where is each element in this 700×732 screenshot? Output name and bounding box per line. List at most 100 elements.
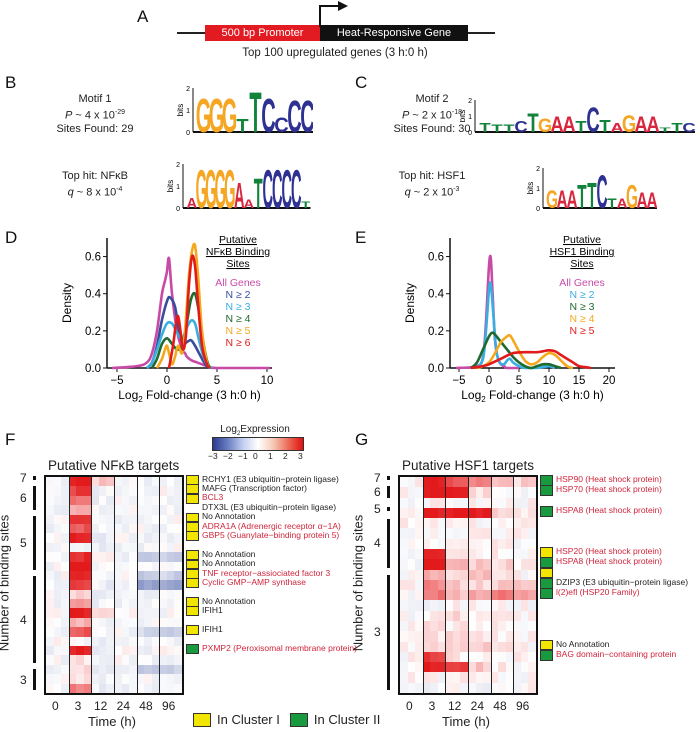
heatmap-cell (98, 552, 107, 563)
heatmap-cell (144, 523, 153, 534)
heatmap-cell (437, 590, 446, 601)
heatmap-cell (452, 487, 461, 499)
logo-tick: 1 (468, 114, 472, 121)
heatmap-cell (106, 664, 115, 675)
heatmap-cell (174, 495, 182, 506)
heatmap-cell (415, 631, 424, 643)
heatmap-cell (114, 589, 123, 600)
heatmap-cell (452, 528, 461, 540)
heatmap-cell (407, 487, 416, 499)
heatmap-cell (53, 636, 62, 647)
heatmap-cell (46, 514, 55, 525)
heatmap-cell (430, 600, 439, 612)
heatmap-cell (174, 674, 182, 685)
gene-label: GBP5 (Guanylate−binding protein 5) (202, 530, 340, 541)
heatmap-cell (498, 487, 507, 499)
heatmap-cell (151, 570, 160, 581)
heatmap-cell (68, 674, 77, 685)
heatmap-cell (144, 636, 153, 647)
heatmap-cell (144, 505, 153, 516)
legend-entry: N ≥ 4 (225, 313, 250, 325)
heatmap-cell (114, 683, 123, 693)
heatmap-cell (144, 608, 153, 619)
heatmap-cell (61, 523, 70, 534)
heatmap-cell (445, 549, 454, 560)
heatmap-cell (121, 477, 130, 487)
heatmap-cell (430, 507, 439, 519)
heatmap-cell (422, 507, 431, 519)
heatmap-cell (46, 683, 55, 693)
heatmap-cell (483, 672, 492, 684)
heatmap-cell (430, 497, 439, 509)
heatmap-cell (159, 636, 168, 647)
heatmap-cell (136, 655, 145, 666)
heatmap-cell (121, 646, 130, 656)
heatmap-cell (483, 682, 492, 693)
cluster-marker (186, 644, 199, 654)
heatmap-cell (400, 600, 409, 612)
heatmap-cell (166, 570, 175, 581)
heatmap-cell (415, 507, 424, 519)
heatmap-cell (144, 627, 153, 638)
heatmap-cell (498, 549, 507, 560)
heatmap-cell (91, 589, 100, 600)
heatmap-cell (498, 538, 507, 550)
heatmap-cell (528, 641, 536, 653)
cluster-marker (186, 606, 199, 617)
heatmap-cell (460, 487, 469, 499)
heatmap-cell (83, 608, 92, 619)
heatmap-cell (98, 627, 107, 638)
heatmap-cell (68, 646, 77, 656)
heatmap-cell (528, 610, 536, 622)
heatmap-cell (114, 599, 123, 609)
heatmap-cell (61, 664, 70, 675)
heatmap-cell (460, 528, 469, 540)
heatmap-cell (460, 631, 469, 643)
heatmap-cell (445, 579, 454, 591)
heatmap-cell (430, 487, 439, 499)
heatmap-cell (76, 580, 85, 591)
heatmap-cell (498, 477, 507, 488)
heatmap-cell (498, 600, 507, 612)
heatmap-cell (98, 589, 107, 600)
heatmap-cell (460, 600, 469, 612)
heatmap-cell (468, 651, 477, 663)
heatmap-cell (400, 538, 409, 550)
heatmap-cell (114, 664, 123, 675)
heatmap-cell (445, 497, 454, 509)
logo-tick: 1 (536, 186, 540, 193)
cluster-i-label: In Cluster I (217, 712, 280, 727)
logo-letter-A: A (550, 114, 564, 138)
heatmap-cell (528, 538, 536, 550)
heatmap-cell (174, 477, 182, 487)
heatmap-cell (407, 631, 416, 643)
heatmap-cell (460, 682, 469, 693)
heatmap-cell (151, 655, 160, 666)
heatmap-cell (407, 497, 416, 509)
heatmap-cell (520, 549, 529, 560)
logo-letter-A: A (556, 186, 567, 214)
heatmap-cell (528, 662, 536, 673)
gene-label: No Annotation (202, 558, 256, 569)
heatmap-cell (468, 610, 477, 622)
heatmap-cell (83, 655, 92, 666)
heatmap-grid (398, 475, 538, 695)
heatmap-cell (513, 538, 522, 550)
heatmap-cell (98, 646, 107, 656)
heatmap-cell (475, 528, 484, 540)
heatmap-cell (106, 561, 115, 572)
heatmap-cell (490, 549, 499, 560)
heatmap-cell (106, 570, 115, 581)
heatmap-cell (430, 579, 439, 591)
y-axis-label: Density (60, 283, 74, 323)
heatmap-cell (53, 542, 62, 553)
heatmap-cell (98, 674, 107, 685)
heatmap-cell (468, 538, 477, 550)
heatmap-cell (151, 552, 160, 563)
heatmap-cell (468, 518, 477, 529)
colorbar-tick: 0 (253, 451, 258, 461)
heatmap-cell (490, 518, 499, 529)
heatmap-cell (114, 608, 123, 619)
heatmap-cell (415, 549, 424, 560)
